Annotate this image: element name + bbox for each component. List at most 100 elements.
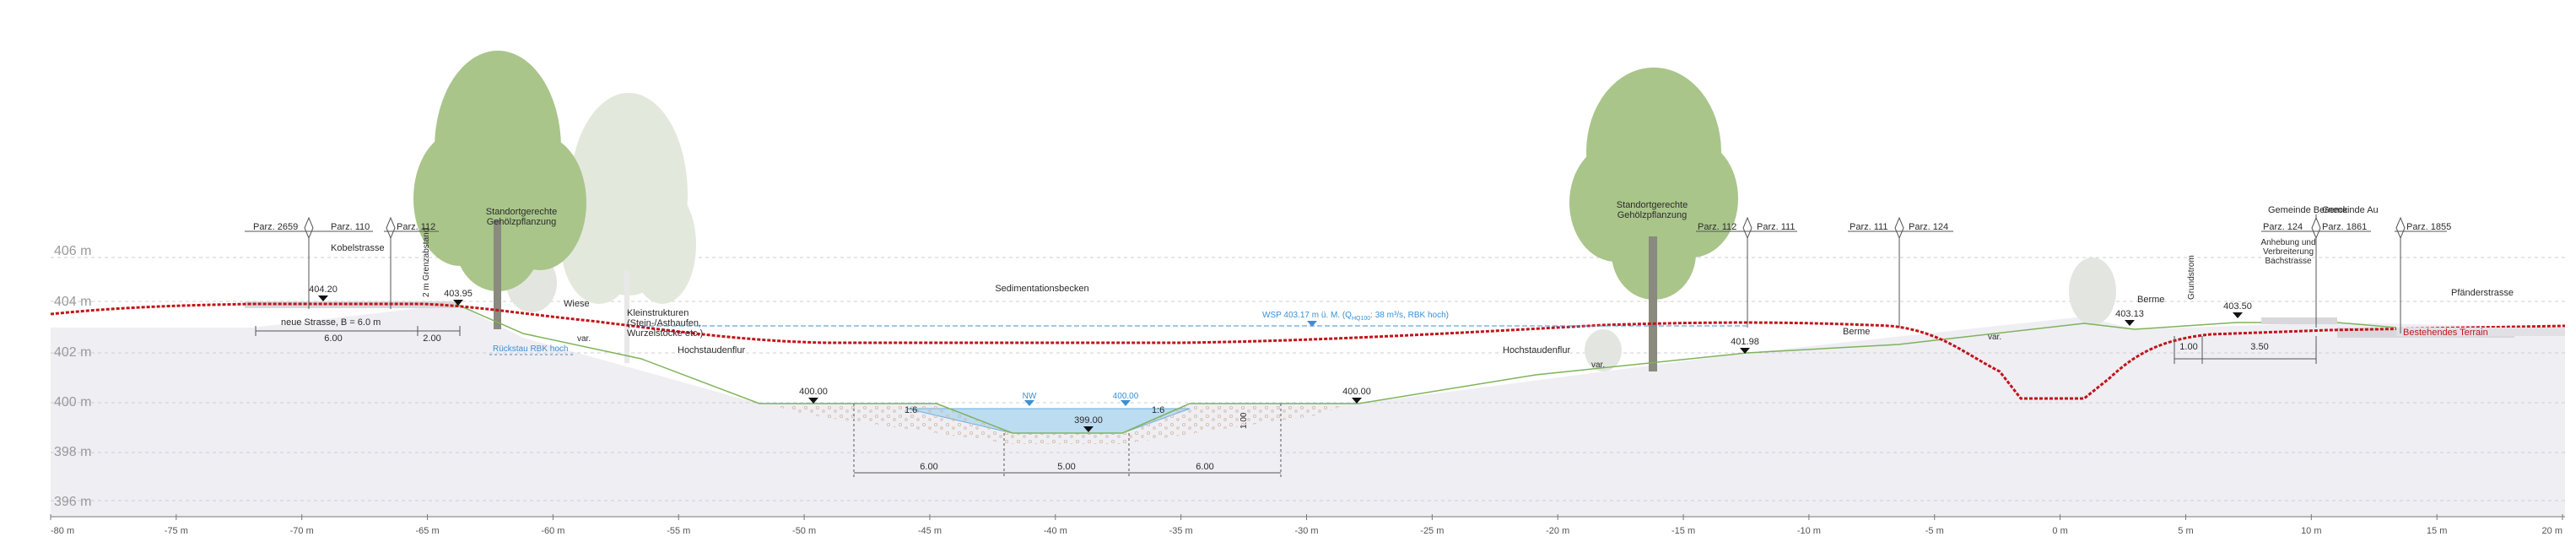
spot-height-label: 403.13 — [2115, 309, 2144, 319]
tree-right — [1569, 68, 1738, 371]
road-upgrade-label: Bachstrasse — [2265, 257, 2311, 266]
dimension-right — [2174, 336, 2317, 364]
x-tick-label: -65 m — [415, 526, 439, 536]
parcel-label: Parz. 112 — [1698, 222, 1736, 232]
dimension-bottom — [853, 404, 1282, 478]
x-tick-label: -10 m — [1797, 526, 1821, 536]
parcel-label: Parz. 110 — [331, 222, 370, 232]
planting-label-right: Standortgerechte — [1617, 200, 1688, 210]
x-tick-label: -25 m — [1420, 526, 1444, 536]
parcel-label: Parz. 1861 — [2322, 222, 2367, 232]
parcel-label: Parz. 112 — [397, 222, 435, 232]
x-tick-label: -80 m — [51, 526, 74, 536]
elevation-label: 406 m — [54, 244, 91, 258]
gravel-bed — [764, 404, 1350, 444]
small-structures-label: Wurzelstöcke etc.) — [627, 328, 703, 339]
pfaenderstrasse-label: Pfänderstrasse — [2451, 288, 2514, 298]
x-tick-label: 0 m — [2052, 526, 2067, 536]
depth-label: 1.00 — [1239, 412, 1249, 429]
road-right — [2261, 317, 2337, 324]
dimension-label: 6.00 — [920, 462, 937, 472]
x-tick-label: 5 m — [2178, 526, 2193, 536]
elevation-label: 402 m — [54, 345, 91, 360]
water-level-label: WSP 403.17 m ü. M. (QHQ100: 38 m³/s, RBK… — [1262, 311, 1449, 322]
low-water-marker — [1024, 400, 1034, 406]
existing-terrain-line — [50, 302, 2566, 400]
sedimentation-label: Sedimentationsbecken — [995, 284, 1088, 294]
x-tick-label: -35 m — [1169, 526, 1193, 536]
dimension-label: 5.00 — [1057, 462, 1075, 472]
x-tick-label: -45 m — [918, 526, 942, 536]
parcel-label: Parz. 111 — [1757, 222, 1795, 232]
elevation-label: 396 m — [54, 495, 91, 509]
berm-label-mid: Berme — [1843, 327, 1870, 337]
spot-height-label: 400.00 — [1342, 387, 1371, 397]
dimension-label: 6.00 — [324, 333, 342, 344]
existing-terrain-label: Bestehendes Terrain — [2403, 328, 2488, 338]
spot-height-label: 401.98 — [1731, 337, 1759, 347]
planting-label-left: Gehölzpflanzung — [487, 217, 557, 227]
spot-height-label: 399.00 — [1074, 415, 1103, 426]
road-upgrade-label: Verbreiterung — [2263, 247, 2314, 257]
spot-height-label: 400.00 — [799, 387, 828, 397]
variable-label: var. — [1591, 361, 1605, 370]
kobelstrasse-label: Kobelstrasse — [331, 243, 385, 253]
spot-height-markers — [318, 295, 2243, 432]
small-structures-label: Kleinstrukturen — [627, 308, 689, 318]
elevation-label: 400 m — [54, 395, 91, 409]
dimension-label: 2.00 — [423, 333, 440, 344]
x-tick-label: -5 m — [1925, 526, 1944, 536]
new-road-label: neue Strasse, B = 6.0 m — [281, 317, 381, 328]
parcel-label: Parz. 124 — [1909, 222, 1948, 232]
road-upgrade-label: Anhebung und — [2260, 238, 2315, 247]
x-tick-label: 15 m — [2427, 526, 2447, 536]
parcel-label: Parz. 2659 — [253, 222, 298, 232]
x-tick-label: -50 m — [792, 526, 816, 536]
x-tick-label: -55 m — [667, 526, 690, 536]
variable-label: var. — [577, 334, 591, 344]
x-axis-ticks: -80 m -75 m -70 m -65 m -60 m -55 m -50 m -45 m… — [50, 514, 2563, 536]
parcel-label: Parz. 1855 — [2406, 222, 2451, 232]
x-tick-label: -20 m — [1546, 526, 1569, 536]
x-tick-label: -15 m — [1671, 526, 1695, 536]
small-structures-label: (Stein-/Asthaufen, — [627, 318, 701, 328]
municipality-left: Gemeinde Berneck — [2268, 205, 2348, 215]
design-profile — [252, 303, 2397, 434]
tree-faded-left — [561, 93, 696, 363]
planting-label-left: Standortgerechte — [486, 207, 557, 217]
x-tick-label: -70 m — [290, 526, 314, 536]
slope-label: 1:6 — [1152, 405, 1164, 415]
dimension-road — [255, 326, 461, 336]
water-level-subscript: HQ100 — [1352, 316, 1370, 322]
x-tick-label: -40 m — [1044, 526, 1067, 536]
municipality-right: Gemeinde Au — [2322, 205, 2379, 215]
water-level-marker — [1307, 321, 1317, 327]
elevation-label: 398 m — [54, 445, 91, 459]
variable-label: var. — [1988, 333, 2001, 342]
elevation-labels: 406 m 404 m 402 m 400 m 398 m 396 m — [54, 244, 91, 509]
berm-label-right: Berme — [2137, 295, 2164, 305]
grenzabstand-label: 2 m Grenzabstand — [422, 228, 431, 297]
x-tick-label: 10 m — [2301, 526, 2321, 536]
parcel-markers — [245, 214, 2447, 333]
parcel-label: Parz. 111 — [1850, 222, 1887, 232]
low-water-label: NW — [1023, 392, 1037, 401]
meadow-label: Wiese — [564, 299, 590, 309]
parcel-label: Parz. 124 — [2263, 222, 2303, 232]
grundstrom-label: Grundstrom — [2187, 255, 2196, 300]
planting-label-right: Gehölzpflanzung — [1617, 210, 1688, 220]
x-tick-label: -60 m — [541, 526, 564, 536]
backwater-label: Rückstau RBK hoch — [493, 344, 569, 354]
mean-water-marker — [1121, 400, 1131, 406]
dimension-label: 6.00 — [1196, 462, 1213, 472]
dimension-label: 3.50 — [2250, 342, 2268, 352]
water-level-text: WSP 403.17 m ü. M. (Q — [1262, 311, 1352, 320]
slope-label: 1:6 — [905, 405, 917, 415]
terrain-legend-bar — [2396, 328, 2565, 336]
tall-herb-label-left: Hochstaudenflur — [678, 345, 745, 355]
tree-left — [413, 51, 586, 329]
spot-height-label: 404.20 — [309, 285, 338, 295]
mean-water-label: 400.00 — [1113, 392, 1139, 401]
